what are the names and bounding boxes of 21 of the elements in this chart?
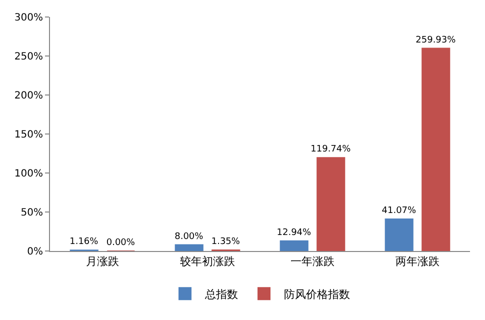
data-label: 0.00% bbox=[106, 238, 136, 248]
data-label: 119.74% bbox=[310, 144, 352, 155]
data-label: 1.16% bbox=[70, 237, 99, 248]
data-label: 12.94% bbox=[276, 228, 312, 238]
data-label: 1.35% bbox=[211, 236, 240, 247]
y-tick-label: 100% bbox=[14, 168, 43, 180]
legend-label: 防风价格指数 bbox=[284, 288, 350, 301]
data-label: 41.07% bbox=[382, 206, 417, 216]
x-tick-label: 两年涨跌 bbox=[396, 255, 440, 268]
data-label: 8.00% bbox=[174, 232, 204, 242]
y-tick-label: 50% bbox=[20, 208, 43, 218]
legend-label: 总指数 bbox=[204, 288, 238, 301]
y-tick-label: 150% bbox=[14, 130, 43, 140]
y-tick-label: 200% bbox=[14, 90, 43, 102]
y-tick-label: 300% bbox=[14, 12, 43, 24]
data-label: 259.93% bbox=[416, 35, 456, 46]
x-tick-label: 较年初涨跌 bbox=[180, 255, 235, 268]
x-tick-label: 一年涨跌 bbox=[290, 255, 334, 268]
y-tick-label: 0% bbox=[27, 246, 43, 258]
y-tick-label: 250% bbox=[14, 52, 43, 62]
x-tick-label: 月涨跌 bbox=[86, 255, 119, 268]
